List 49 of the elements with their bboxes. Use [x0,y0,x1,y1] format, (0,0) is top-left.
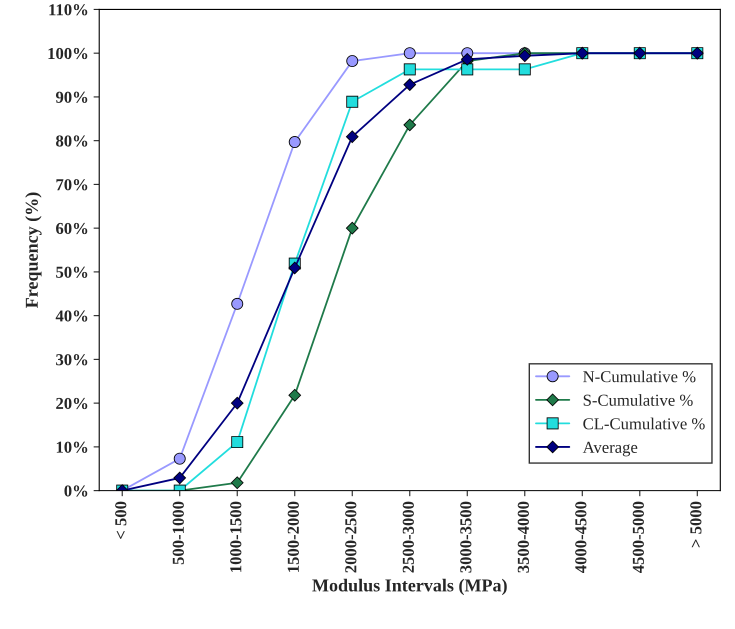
x-tick-label: > 5000 [690,502,702,548]
point [230,476,244,490]
point [230,396,244,410]
legend-label: Average [582,442,638,456]
point [346,130,359,144]
legend-label: CL-Cumulative % [583,418,705,430]
x-axis-title: Modulus Intervals (MPa) [312,578,507,596]
x-tick-label: 1000-1500 [230,502,242,572]
x-tick-label: 4000-4500 [575,502,586,574]
x-tick-label: 3000-3500 [460,502,472,573]
legend-label: N-Cumulative % [583,370,696,382]
y-tick-label: 20% [56,398,88,410]
x-tick-label: 2000-2500 [345,502,356,573]
y-tick-label: 80% [56,135,88,147]
x-tick-label: < 500 [115,502,126,539]
x-tick-label: 3500-4000 [518,502,529,573]
y-tick-label: 60% [56,222,88,234]
point [404,47,416,60]
y-tick-label: 30% [56,354,88,366]
y-axis-title: Frequency (%) [25,192,42,308]
y-tick-label: 0% [64,485,88,497]
point [288,388,302,402]
point [288,262,302,274]
x-tick-label: 500-1000 [172,502,184,564]
point [346,222,359,234]
point [518,49,532,62]
y-tick-label: 40% [56,310,88,322]
y-tick-label: 100% [48,48,88,60]
point [346,55,358,68]
point [231,298,244,310]
y-tick-label: 50% [56,266,88,278]
point [461,63,474,76]
point [403,78,416,91]
x-tick-label: 2500-3000 [402,502,414,573]
point [346,96,358,108]
x-tick-label: 4500-5000 [632,502,644,574]
legend-label: S-Cumulative % [584,394,693,406]
point [173,472,186,484]
x-tick-label: 1500-2000 [288,502,299,572]
point [403,118,416,132]
point [231,436,244,448]
point [174,452,186,465]
y-tick-label: 110% [49,4,88,16]
y-tick-label: 90% [56,92,88,103]
y-tick-label: 10% [56,442,88,453]
point [404,63,416,76]
point [288,136,301,148]
point [518,63,531,76]
y-tick-label: 70% [56,179,88,190]
